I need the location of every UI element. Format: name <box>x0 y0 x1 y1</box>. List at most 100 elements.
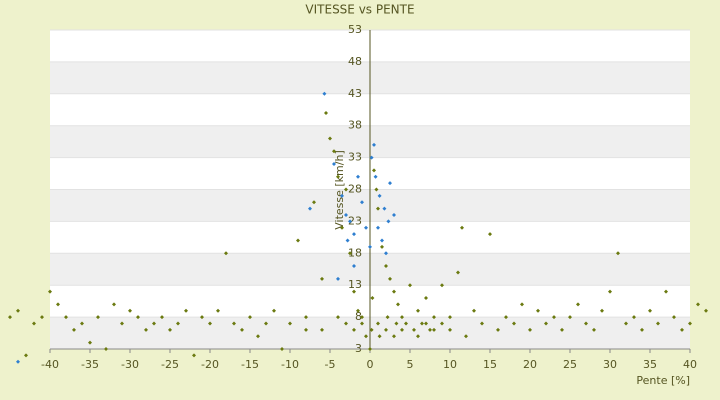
point <box>208 321 212 326</box>
point <box>488 232 492 237</box>
point <box>448 327 452 332</box>
y-tick-label: 48 <box>348 55 362 68</box>
point <box>320 327 324 332</box>
point <box>372 168 376 173</box>
point <box>656 321 660 326</box>
point <box>16 308 20 313</box>
chart-title: VITESSE vs PENTE <box>305 3 414 17</box>
point <box>376 206 380 211</box>
point <box>232 321 236 326</box>
point <box>374 187 379 192</box>
point <box>600 308 604 313</box>
point <box>380 244 384 249</box>
point <box>392 289 396 294</box>
x-tick-label: -40 <box>41 358 59 371</box>
y-tick-label: 13 <box>348 278 362 291</box>
point <box>456 270 460 275</box>
y-axis-label: Vitesse [km/h] <box>333 150 346 230</box>
point <box>96 315 100 320</box>
point <box>688 321 692 326</box>
point <box>336 315 340 320</box>
point <box>352 264 356 269</box>
point <box>568 315 572 320</box>
point <box>369 155 374 160</box>
point <box>320 276 324 281</box>
y-tick-label: 23 <box>348 214 362 227</box>
point <box>440 283 444 288</box>
point <box>240 327 244 332</box>
y-tick-label: 18 <box>348 246 362 259</box>
point <box>400 315 404 320</box>
point <box>377 193 382 198</box>
point <box>322 91 327 96</box>
point <box>256 334 260 339</box>
x-tick-label: 30 <box>603 358 617 371</box>
point <box>696 302 700 307</box>
point <box>360 315 364 320</box>
point <box>396 302 400 307</box>
point <box>376 321 380 326</box>
point <box>356 308 360 313</box>
point <box>16 359 20 364</box>
point <box>624 321 628 326</box>
point <box>392 334 396 339</box>
point <box>640 327 644 332</box>
point <box>608 289 612 294</box>
point <box>328 136 332 141</box>
point <box>496 327 500 332</box>
point <box>424 295 428 300</box>
point <box>344 321 348 326</box>
point <box>672 315 676 320</box>
point <box>352 289 356 294</box>
point <box>344 187 348 192</box>
point <box>272 308 276 313</box>
point <box>584 321 588 326</box>
y-tick-label: 28 <box>348 183 362 196</box>
point <box>440 321 444 326</box>
point <box>64 315 68 320</box>
point <box>432 327 436 332</box>
point <box>504 315 508 320</box>
x-tick-label: -35 <box>81 358 99 371</box>
point <box>312 200 316 205</box>
point <box>88 340 92 345</box>
point <box>308 206 312 211</box>
point <box>536 308 540 313</box>
x-tick-label: 40 <box>683 358 697 371</box>
point <box>388 181 392 186</box>
point <box>382 206 387 211</box>
point <box>112 302 116 307</box>
point <box>380 238 384 243</box>
point <box>704 308 708 313</box>
point <box>369 327 374 332</box>
point <box>370 295 375 300</box>
x-tick-label: -5 <box>325 358 336 371</box>
y-tick-label: 8 <box>355 310 362 323</box>
point <box>412 327 416 332</box>
point <box>340 193 344 198</box>
point <box>40 315 44 320</box>
y-tick-label: 33 <box>348 151 362 164</box>
x-tick-label: 35 <box>643 358 657 371</box>
point <box>512 321 516 326</box>
y-tick-label: 38 <box>348 119 362 132</box>
point <box>200 315 204 320</box>
point <box>664 289 668 294</box>
point <box>544 321 548 326</box>
point <box>368 244 372 249</box>
point <box>56 302 60 307</box>
x-tick-label: 5 <box>407 358 414 371</box>
point <box>372 142 376 147</box>
point <box>288 321 292 326</box>
x-tick-label: -20 <box>201 358 219 371</box>
point <box>388 276 392 281</box>
point <box>364 334 368 339</box>
point <box>296 238 300 243</box>
point <box>368 347 372 351</box>
point <box>324 110 328 115</box>
x-tick-label: 15 <box>483 358 497 371</box>
x-tick-label: -10 <box>281 358 299 371</box>
point <box>428 327 432 332</box>
point <box>332 149 336 154</box>
y-tick-label: 43 <box>348 87 362 100</box>
